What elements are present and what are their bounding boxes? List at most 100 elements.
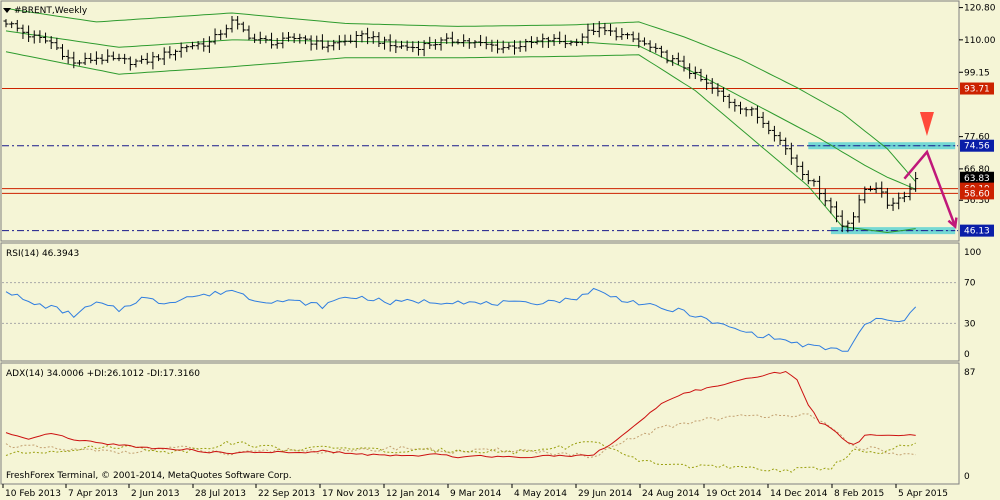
price-bar: [302, 35, 308, 45]
price-bar: [223, 24, 229, 38]
price-bar: [201, 38, 207, 52]
price-bar: [901, 191, 907, 203]
price-bar: [545, 36, 551, 48]
price-bar: [766, 120, 772, 135]
price-bar: [99, 54, 105, 65]
price-bar: [54, 37, 60, 51]
price-bar: [43, 32, 49, 44]
price-bar: [709, 78, 715, 94]
time-axis-label: 28 Jul 2013: [195, 489, 246, 499]
price-bar: [71, 51, 77, 69]
price-bar: [483, 36, 489, 50]
price-bar: [653, 43, 659, 53]
price-bar: [415, 40, 421, 56]
time-axis: 10 Feb 2013 7 Apr 2013 2 Jun 2013 28 Jul 20…: [1, 483, 959, 499]
time-axis-label: 14 Dec 2014: [770, 489, 828, 499]
support-resistance-zones: [808, 142, 956, 235]
di-minus-line: [5, 413, 916, 459]
rsi-axis: 100 70 30 0: [958, 243, 981, 361]
price-bar: [325, 40, 331, 53]
time-axis-label: 9 Mar 2014: [450, 489, 502, 499]
price-tag-label: 93.71: [964, 85, 990, 95]
price-bar: [76, 60, 82, 66]
time-axis-label: 19 Oct 2014: [706, 489, 762, 499]
price-bar: [331, 39, 337, 51]
price-bar: [913, 171, 919, 192]
price-bar: [675, 52, 681, 65]
price-bar: [613, 27, 619, 41]
price-axis-label: 77.60: [964, 133, 990, 143]
bollinger-lower: [5, 51, 916, 234]
price-bar: [235, 16, 241, 30]
price-bar: [845, 220, 851, 233]
price-bar: [692, 66, 698, 80]
price-bar: [562, 34, 568, 49]
dropdown-triangle-icon[interactable]: [3, 8, 11, 13]
price-bar: [359, 30, 365, 43]
price-bar: [161, 47, 167, 66]
price-bar: [625, 32, 630, 40]
price-bar: [189, 41, 195, 50]
price-bar: [834, 201, 840, 223]
price-bar: [704, 74, 710, 90]
price-bar: [478, 34, 484, 47]
price-axis: 120.80 110.00 99.15 77.60 66.80 56.30 93.71 74.…: [958, 1, 996, 241]
price-bar: [26, 25, 32, 42]
price-bar: [726, 93, 732, 109]
price-bar: [156, 54, 162, 62]
price-bar: [14, 19, 20, 32]
price-bar: [286, 31, 291, 42]
time-axis-label: 24 Aug 2014: [642, 489, 700, 499]
price-bar: [489, 39, 495, 52]
price-bar: [698, 68, 704, 82]
price-bar: [319, 34, 325, 50]
price-bar: [794, 154, 800, 173]
forecast-path: [903, 149, 957, 227]
chart-title: #BRENT,Weekly: [14, 6, 88, 16]
price-bar: [60, 44, 65, 60]
price-bar: [314, 35, 320, 50]
price-bar: [116, 53, 122, 62]
price-bar: [721, 87, 727, 102]
price-bar: [31, 30, 37, 44]
price-bar: [811, 178, 817, 187]
price-bar: [88, 53, 94, 64]
time-axis-label: 22 Sep 2013: [258, 489, 315, 499]
price-bar: [122, 53, 128, 64]
price-bar: [822, 188, 828, 206]
price-bar: [495, 39, 501, 54]
price-bar: [348, 34, 354, 44]
price-bar: [342, 34, 348, 46]
price-bar: [127, 56, 133, 71]
time-axis-label: 17 Nov 2013: [322, 489, 380, 499]
price-bar: [670, 54, 676, 66]
price-bar: [246, 25, 252, 41]
price-bar: [828, 197, 834, 214]
price-bar: [427, 36, 433, 50]
price-bar: [173, 49, 178, 61]
price-bar: [641, 37, 647, 46]
price-bar: [608, 23, 614, 36]
price-tag-label: 74.56: [964, 142, 990, 152]
terminal-credit: FreshForex Terminal, © 2001-2014, MetaQu…: [6, 471, 292, 481]
price-bar: [687, 63, 693, 79]
time-axis-label: 10 Feb 2013: [5, 489, 61, 499]
price-bars: [3, 15, 919, 233]
adx-axis: 87 0: [958, 363, 975, 484]
price-bar: [274, 37, 280, 49]
price-bar: [664, 49, 670, 64]
price-bar: [862, 186, 868, 204]
price-bar: [139, 55, 145, 64]
price-bar: [9, 21, 15, 29]
price-tag-93-71: 93.71: [960, 82, 994, 95]
price-bar: [82, 52, 88, 66]
price-bar: [715, 83, 721, 97]
price-bar: [291, 33, 297, 44]
price-tag-63-83: 63.83: [960, 171, 994, 184]
price-bar: [387, 34, 393, 52]
rsi-axis-label: 0: [964, 350, 970, 360]
price-bar: [839, 210, 845, 233]
price-tag-58-60: 58.60: [960, 187, 994, 200]
